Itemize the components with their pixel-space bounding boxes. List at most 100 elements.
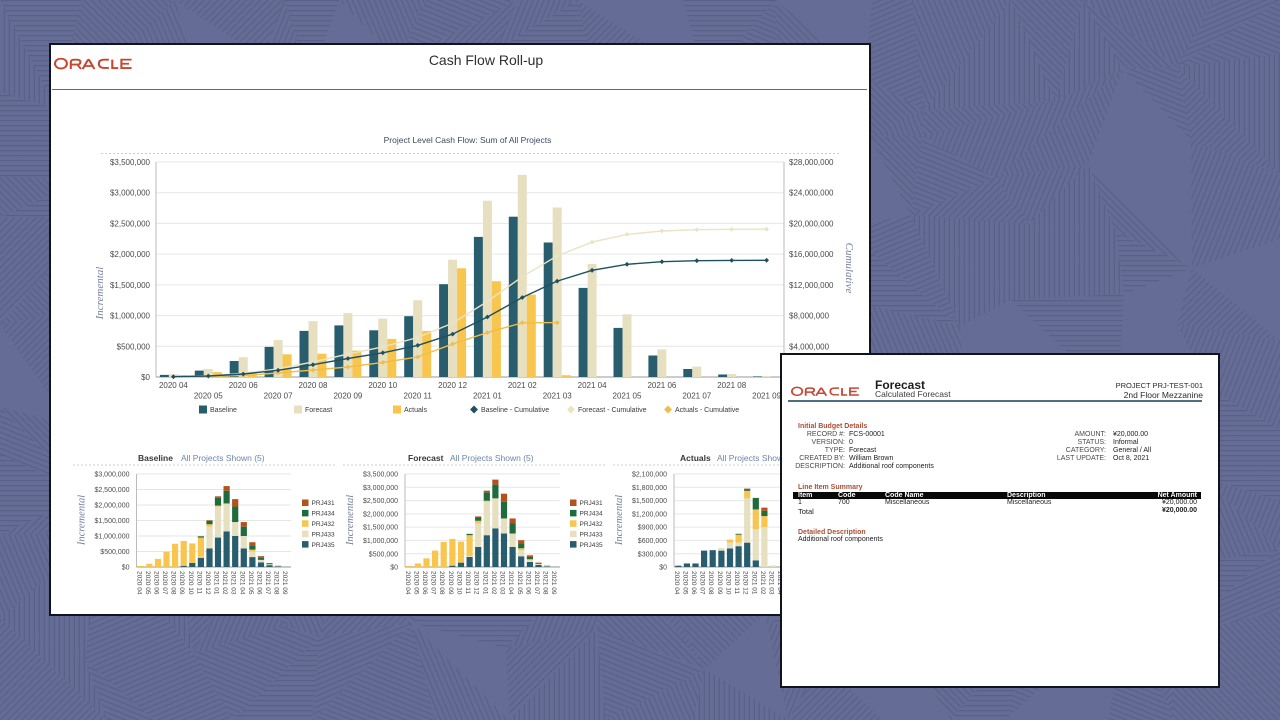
svg-text:PRJ434: PRJ434	[312, 511, 336, 518]
svg-text:2020 06: 2020 06	[153, 571, 160, 595]
svg-text:2021 02: 2021 02	[508, 381, 537, 390]
svg-text:2020 05: 2020 05	[681, 571, 688, 595]
svg-text:$1,500,000: $1,500,000	[363, 525, 398, 532]
svg-text:2021 02: 2021 02	[759, 571, 766, 595]
svg-text:$1,800,000: $1,800,000	[632, 485, 667, 492]
svg-text:Forecast: Forecast	[305, 407, 332, 414]
svg-text:2020 04: 2020 04	[404, 571, 411, 595]
svg-text:2021 01: 2021 01	[481, 571, 488, 595]
svg-text:$2,500,000: $2,500,000	[94, 487, 129, 494]
svg-text:2021 03: 2021 03	[543, 392, 572, 401]
svg-text:2021 05: 2021 05	[247, 571, 254, 595]
svg-text:2021 01: 2021 01	[213, 571, 220, 595]
svg-text:2020 12: 2020 12	[438, 381, 467, 390]
svg-text:Incremental: Incremental	[345, 495, 356, 546]
svg-text:2021 02: 2021 02	[221, 571, 228, 595]
svg-text:2020 08: 2020 08	[170, 571, 177, 595]
svg-text:2020 06: 2020 06	[421, 571, 428, 595]
svg-text:2020 07: 2020 07	[430, 571, 437, 595]
svg-text:2021 06: 2021 06	[256, 571, 263, 595]
svg-text:Baseline - Cumulative: Baseline - Cumulative	[481, 407, 549, 414]
svg-text:$500,000: $500,000	[117, 342, 151, 351]
svg-text:2021 08: 2021 08	[717, 381, 746, 390]
svg-text:2021 04: 2021 04	[507, 571, 514, 595]
svg-text:2020 10: 2020 10	[456, 571, 463, 595]
svg-text:$500,000: $500,000	[100, 549, 129, 556]
svg-text:2020 11: 2020 11	[195, 571, 202, 594]
svg-text:$2,500,000: $2,500,000	[110, 219, 151, 228]
svg-text:Project Level Cash Flow: Sum o: Project Level Cash Flow: Sum of All Proj…	[384, 135, 552, 145]
svg-text:2020 06: 2020 06	[229, 381, 258, 390]
svg-text:$500,000: $500,000	[369, 551, 398, 558]
svg-text:Actuals: Actuals	[404, 407, 427, 414]
svg-text:$3,000,000: $3,000,000	[94, 472, 129, 479]
svg-text:$900,000: $900,000	[638, 525, 667, 532]
svg-text:2020 12: 2020 12	[204, 571, 211, 595]
svg-text:2021 08: 2021 08	[273, 571, 280, 595]
svg-text:$28,000,000: $28,000,000	[789, 158, 834, 167]
svg-text:$12,000,000: $12,000,000	[789, 281, 834, 290]
svg-text:2021 06: 2021 06	[647, 381, 676, 390]
svg-text:2021 03: 2021 03	[230, 571, 237, 595]
svg-text:PRJ432: PRJ432	[312, 521, 336, 528]
svg-text:$3,500,000: $3,500,000	[110, 158, 151, 167]
svg-text:2021 09: 2021 09	[281, 571, 288, 595]
svg-text:$24,000,000: $24,000,000	[789, 189, 834, 198]
svg-text:2020 09: 2020 09	[447, 571, 454, 595]
svg-text:2020 12: 2020 12	[742, 571, 749, 595]
svg-text:$3,500,000: $3,500,000	[363, 472, 398, 479]
svg-text:Baseline: Baseline	[210, 407, 237, 414]
svg-text:2020 04: 2020 04	[673, 571, 680, 595]
svg-text:$0: $0	[141, 373, 150, 382]
svg-text:2021 03: 2021 03	[499, 571, 506, 595]
svg-text:2020 04: 2020 04	[135, 571, 142, 595]
svg-text:$2,000,000: $2,000,000	[94, 503, 129, 510]
svg-text:PRJ433: PRJ433	[580, 531, 604, 538]
svg-text:2021 06: 2021 06	[524, 571, 531, 595]
svg-text:2020 09: 2020 09	[333, 392, 362, 401]
svg-text:2020 05: 2020 05	[194, 392, 223, 401]
svg-text:Incremental: Incremental	[94, 267, 106, 321]
svg-text:2021 05: 2021 05	[613, 392, 642, 401]
svg-text:2020 08: 2020 08	[438, 571, 445, 595]
svg-text:2021 02: 2021 02	[490, 571, 497, 595]
svg-text:Incremental: Incremental	[77, 495, 88, 546]
svg-text:$0: $0	[659, 565, 667, 572]
svg-text:PRJ433: PRJ433	[312, 531, 336, 538]
svg-text:$4,000,000: $4,000,000	[789, 342, 830, 351]
svg-text:2020 10: 2020 10	[725, 571, 732, 595]
svg-text:2020 12: 2020 12	[473, 571, 480, 595]
svg-text:2020 11: 2020 11	[464, 571, 471, 594]
svg-text:Baseline: Baseline	[138, 453, 173, 463]
svg-text:$1,200,000: $1,200,000	[632, 512, 667, 519]
svg-text:Actuals: Actuals	[680, 453, 711, 463]
svg-text:All Projects Shown (5): All Projects Shown (5)	[450, 453, 534, 463]
svg-text:$20,000,000: $20,000,000	[789, 219, 834, 228]
svg-text:2021 05: 2021 05	[516, 571, 523, 595]
svg-text:$1,000,000: $1,000,000	[94, 534, 129, 541]
svg-text:2021 04: 2021 04	[578, 381, 607, 390]
svg-text:Actuals - Cumulative: Actuals - Cumulative	[675, 407, 739, 414]
svg-text:PRJ434: PRJ434	[580, 511, 604, 518]
svg-text:2020 10: 2020 10	[368, 381, 397, 390]
svg-text:2021 07: 2021 07	[264, 571, 271, 595]
svg-text:$2,500,000: $2,500,000	[363, 498, 398, 505]
svg-text:2021 01: 2021 01	[750, 571, 757, 595]
svg-text:2021 01: 2021 01	[473, 392, 502, 401]
svg-text:$1,000,000: $1,000,000	[110, 312, 151, 321]
svg-text:2020 08: 2020 08	[299, 381, 328, 390]
svg-text:2021 07: 2021 07	[682, 392, 711, 401]
svg-text:2020 08: 2020 08	[707, 571, 714, 595]
svg-text:PRJ431: PRJ431	[312, 500, 336, 507]
svg-text:2021 08: 2021 08	[542, 571, 549, 595]
svg-text:$1,500,000: $1,500,000	[110, 281, 151, 290]
svg-text:PRJ432: PRJ432	[580, 521, 604, 528]
svg-text:2021 03: 2021 03	[768, 571, 775, 595]
svg-text:$1,500,000: $1,500,000	[94, 518, 129, 525]
svg-text:2020 09: 2020 09	[716, 571, 723, 595]
svg-text:2021 09: 2021 09	[550, 571, 557, 595]
svg-text:PRJ435: PRJ435	[580, 542, 604, 549]
svg-text:Forecast: Forecast	[408, 453, 444, 463]
svg-text:All Projects Shown (5): All Projects Shown (5)	[181, 453, 265, 463]
svg-text:$1,000,000: $1,000,000	[363, 538, 398, 545]
